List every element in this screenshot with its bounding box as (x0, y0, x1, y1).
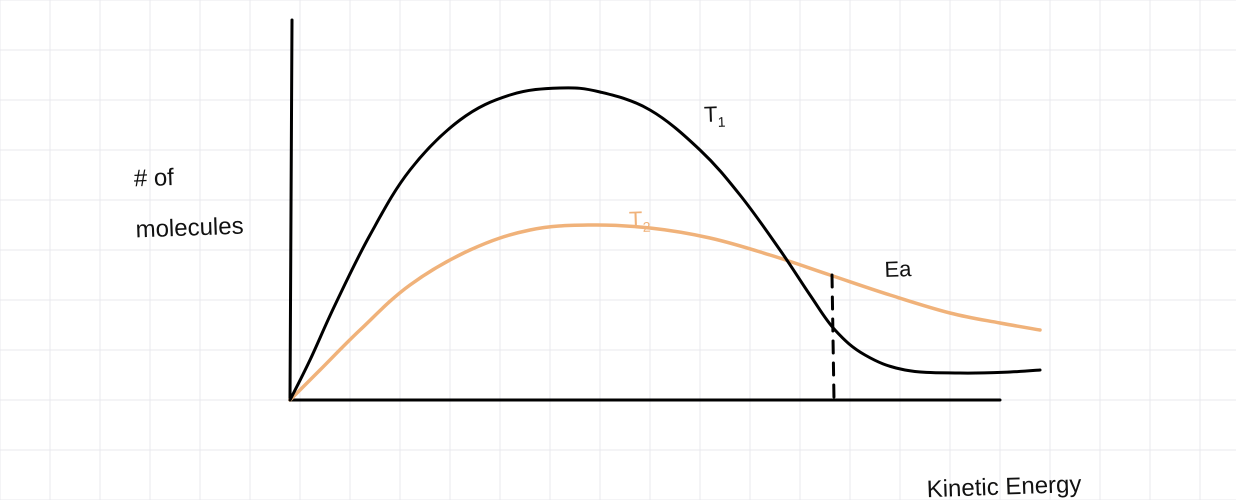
ylabel-line2: molecules (135, 212, 244, 243)
ea-label-text: Ea (884, 256, 912, 282)
t2-label-main: T (629, 207, 643, 232)
xlabel-text: Kinetic Energy (926, 471, 1082, 500)
activation-energy-marker (832, 275, 834, 400)
t2-label-sub: 2 (642, 219, 650, 235)
y-axis (290, 20, 292, 400)
activation-energy-label: Ea (859, 234, 913, 305)
chart-canvas: # of molecules Kinetic Energy T1 T2 Ea (0, 0, 1236, 500)
ylabel-line1: # of (133, 164, 174, 192)
t1-label-sub: 1 (717, 114, 725, 130)
curve-t1-label: T1 (679, 79, 727, 154)
x-axis-label: Kinetic Energy (899, 447, 1083, 500)
y-axis-label: # of molecules (106, 138, 245, 269)
t1-label-main: T (704, 102, 718, 127)
curve-t2-label: T2 (604, 184, 652, 259)
curve-t1 (290, 88, 1040, 400)
